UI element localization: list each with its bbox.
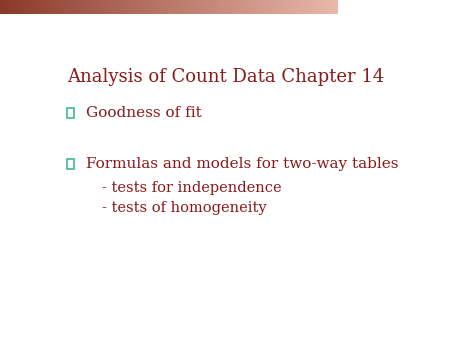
Text: Analysis of Count Data Chapter 14: Analysis of Count Data Chapter 14 [67,68,384,86]
Text: - tests of homogeneity: - tests of homogeneity [102,201,266,215]
Text: Goodness of fit: Goodness of fit [86,106,202,120]
Text: Formulas and models for two-way tables: Formulas and models for two-way tables [86,157,398,171]
Text: - tests for independence: - tests for independence [102,180,281,195]
